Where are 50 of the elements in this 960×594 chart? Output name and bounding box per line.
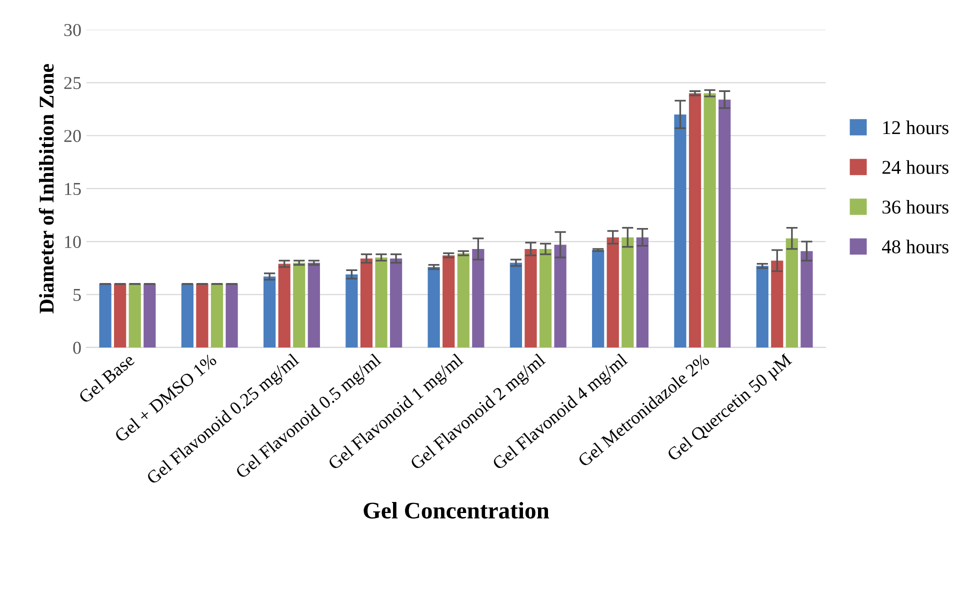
bar xyxy=(510,262,522,348)
legend-label: 36 hours xyxy=(882,200,948,214)
y-tick-label: 20 xyxy=(64,130,81,142)
bar xyxy=(636,237,649,348)
bar xyxy=(360,258,373,348)
bar xyxy=(308,262,320,348)
bar xyxy=(786,238,798,348)
bar xyxy=(181,284,194,348)
y-tick-label: 30 xyxy=(64,24,81,36)
bar xyxy=(128,284,141,348)
bar xyxy=(226,284,238,348)
legend-label: 48 hours xyxy=(882,240,948,254)
x-axis-title: Gel Concentration xyxy=(364,502,550,519)
bar xyxy=(428,266,440,348)
y-tick-label: 0 xyxy=(73,342,81,354)
bar xyxy=(210,284,224,348)
bar xyxy=(196,284,208,348)
legend-label: 12 hours xyxy=(883,120,948,134)
bar xyxy=(278,264,290,348)
y-tick-label: 15 xyxy=(65,182,81,196)
bar xyxy=(346,274,358,348)
bar xyxy=(144,284,156,348)
bar xyxy=(704,93,716,348)
bar xyxy=(375,257,388,348)
bar xyxy=(554,244,566,348)
y-tick-label: 25 xyxy=(64,76,81,90)
legend-label: 24 hours xyxy=(882,160,948,174)
bar xyxy=(771,260,784,348)
bar xyxy=(539,248,552,348)
x-tick-label: Gel Base xyxy=(78,352,136,404)
bar xyxy=(472,248,484,348)
bar xyxy=(592,250,604,348)
bar xyxy=(606,237,619,348)
bar xyxy=(390,258,402,348)
bar xyxy=(718,100,731,348)
bar xyxy=(457,253,470,348)
bar xyxy=(674,114,686,348)
y-tick-label: 10 xyxy=(65,236,81,248)
bar xyxy=(99,284,112,348)
bar xyxy=(524,248,537,348)
bar xyxy=(800,251,813,348)
bar xyxy=(442,255,455,348)
bar xyxy=(114,284,126,348)
bar xyxy=(263,276,276,348)
bar xyxy=(293,262,306,348)
bar xyxy=(688,93,702,348)
bar xyxy=(756,266,768,348)
bar xyxy=(622,237,634,348)
y-axis-title: Diameter of Inhibition Zone xyxy=(38,64,54,314)
y-tick-label: 5 xyxy=(74,288,81,301)
